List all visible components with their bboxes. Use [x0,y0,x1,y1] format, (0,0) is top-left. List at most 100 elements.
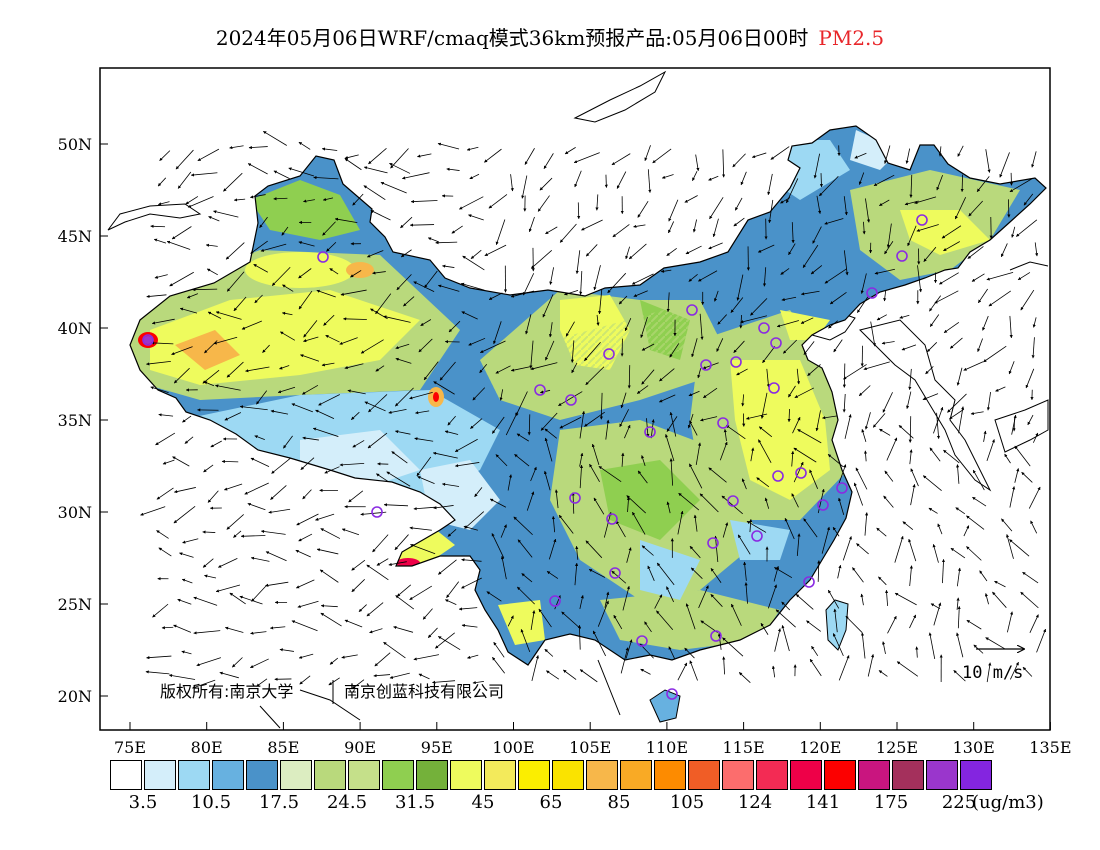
wind-arrow [500,524,507,538]
wind-arrow [855,467,868,490]
wind-arrow [559,223,577,243]
wind-arrow [923,246,937,262]
wind-arrow [510,290,535,298]
wind-arrow [461,558,482,562]
wind-arrow [368,394,388,413]
wind-arrow [316,548,339,555]
wind-arrow [206,268,218,276]
wind-arrow [299,675,311,685]
wind-arrow [1025,368,1035,389]
wind-arrow [466,146,479,151]
wind-arrow [803,341,815,355]
colorbar-tick-label: 17.5 [258,792,300,813]
wind-arrow [625,246,631,260]
wind-arrow [771,665,776,678]
wind-arrow [1008,361,1015,375]
wind-arrow [437,142,460,150]
wind-arrow [182,415,192,423]
wind-arrow [155,432,176,446]
colorbar-tick-label: 10.5 [190,792,232,813]
site-marker [866,287,878,299]
wind-arrow [860,632,866,659]
wind-arrow [908,538,917,562]
wind-arrow [215,311,242,320]
colorbar-tick-label: 141 [805,792,841,813]
wind-arrow [1027,414,1034,426]
wind-arrow [250,556,270,562]
wind-arrow [527,414,531,436]
wind-arrow [298,241,315,247]
wind-arrow [977,288,988,304]
wind-arrow [150,341,174,345]
title-main: 2024年05月06日WRF/cmaq模式36km预报产品:05月06日00时 [215,26,809,50]
wind-arrow [260,529,286,535]
wind-arrow [843,250,849,276]
wind-arrow [298,533,313,542]
lon-label: 75E [114,738,146,757]
wind-arrow [884,145,891,164]
wind-arrow [373,674,391,678]
taiwan-island [825,599,849,651]
wind-arrow [894,592,917,606]
wind-arrow [722,637,744,657]
wind-arrow [298,653,314,659]
wind-arrow [543,153,554,169]
wind-arrow [413,281,435,292]
wind-arrow [908,368,912,391]
wind-arrow [1022,571,1039,584]
wind-arrow [858,172,865,185]
wind-arrow [215,584,241,593]
colorbar-swatch [450,760,482,790]
wind-arrow [930,603,941,610]
wind-arrow [695,154,700,172]
colorbar-swatch [960,760,992,790]
coastline-japan [994,399,1049,453]
lon-label: 115E [722,738,764,757]
wind-arrow [878,670,888,677]
wind-arrow [281,226,289,236]
wind-arrow [423,361,439,381]
wind-arrow [551,515,556,533]
wind-arrow [325,334,340,343]
wind-arrow [956,367,963,386]
wind-arrow [625,639,633,659]
wind-arrow [845,615,863,633]
wind-arrow [493,641,505,658]
wind-arrow [344,363,364,370]
wind-arrow [366,564,389,581]
wind-arrow [499,389,504,401]
wind-arrow [563,669,577,680]
wind-arrow [1006,534,1014,559]
wind-arrow [999,152,1010,178]
wind-arrow [173,487,196,494]
wind-arrow [571,362,578,374]
wind-arrow [584,341,601,361]
wind-arrow [995,386,1006,392]
wind-arrow [689,660,698,681]
wind-arrow [714,290,719,302]
wind-arrow [203,464,214,473]
wind-arrow [439,361,456,381]
wind-arrow [887,615,897,634]
site-marker [666,688,678,700]
wind-arrow [161,626,174,630]
wind-arrow [460,282,485,291]
wind-arrow [909,614,917,629]
wind-arrow [181,650,192,655]
wind-arrow [909,449,913,465]
wind-arrow [184,436,194,444]
wind-arrow [1009,315,1013,339]
wind-arrow [491,533,505,559]
wind-arrow [433,381,455,395]
wind-arrow [722,656,726,675]
wind-arrow [339,462,365,467]
wind-arrow [468,337,486,346]
wind-arrow [467,654,479,659]
wind-arrow [367,250,384,258]
wind-arrow [597,600,609,627]
wind-arrow [250,631,267,635]
wind-arrow [1007,611,1014,633]
wind-arrow [367,432,388,449]
wind-arrow [619,409,629,428]
wind-arrow [366,602,384,617]
